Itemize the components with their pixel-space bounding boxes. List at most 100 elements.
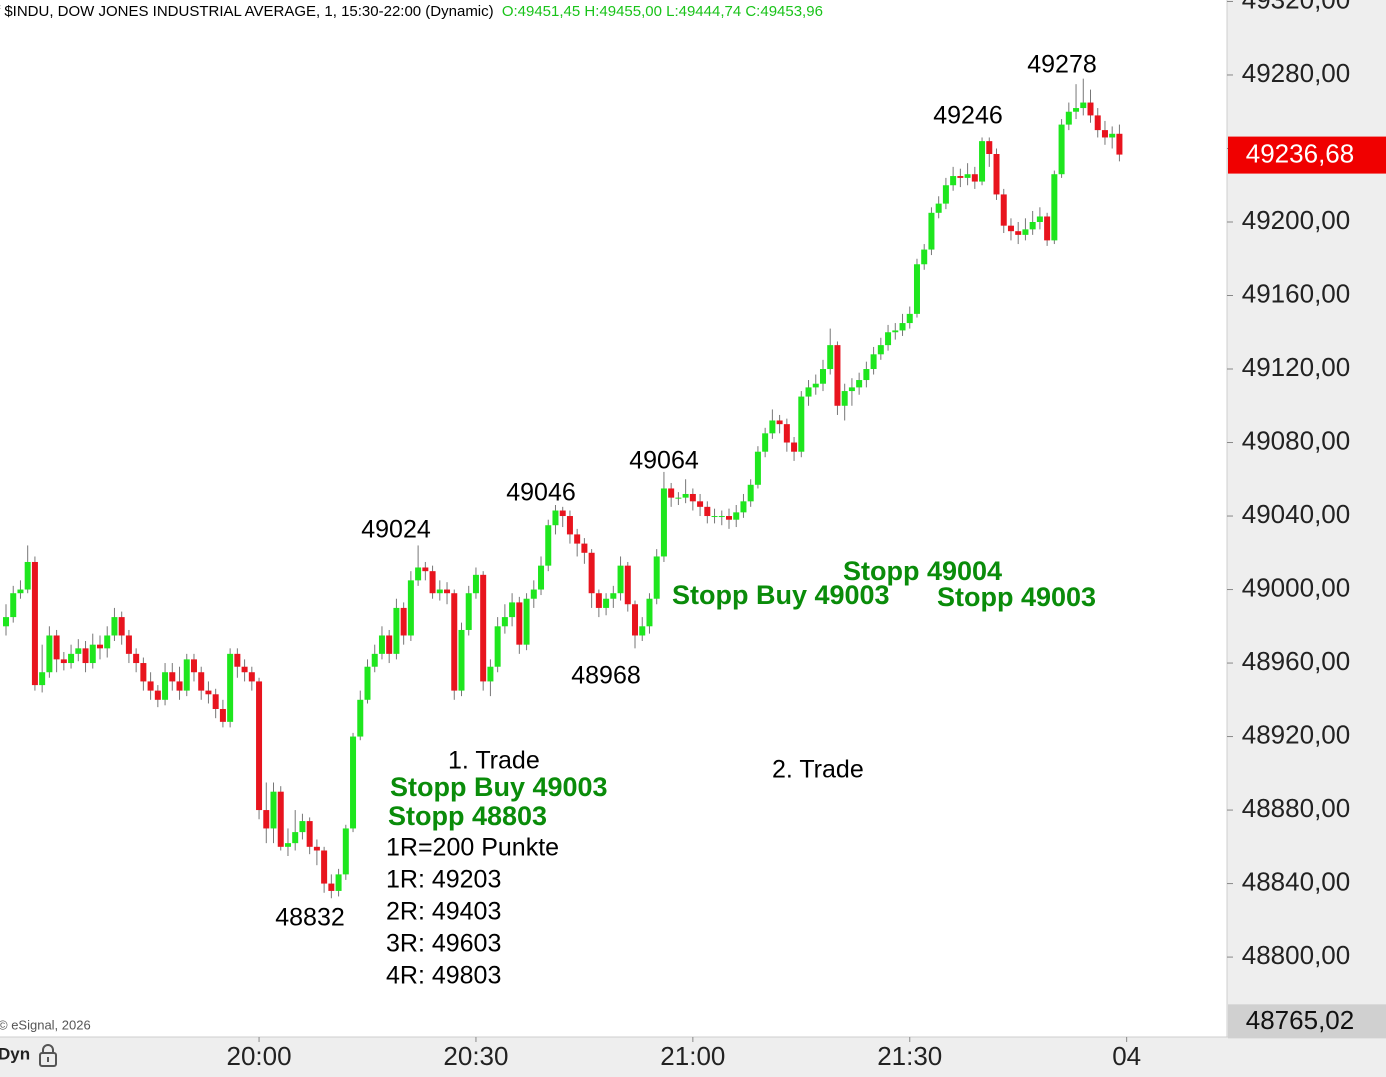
last-price-box — [1228, 136, 1386, 174]
candle-body — [754, 451, 761, 485]
candle-body — [827, 345, 834, 370]
y-tick-label: 49320,00 — [1242, 0, 1350, 14]
y-tick-label: 49120,00 — [1242, 352, 1350, 382]
y-tick-label: 48960,00 — [1242, 646, 1350, 676]
candle-body — [1087, 102, 1094, 116]
candle-body — [617, 565, 624, 594]
annotation: Stopp 49003 — [937, 582, 1096, 612]
candle-body — [704, 506, 711, 517]
annotation: 1R: 49203 — [386, 866, 501, 894]
y-tick-label: 48840,00 — [1242, 866, 1350, 896]
candle-body — [306, 821, 313, 847]
candle-body — [892, 330, 899, 333]
candle-body — [603, 598, 610, 608]
candle-body — [588, 552, 595, 594]
candle-body — [1116, 133, 1123, 155]
y-tick-label: 49040,00 — [1242, 499, 1350, 529]
annotation: 3R: 49603 — [386, 930, 501, 958]
candle-body — [234, 653, 241, 667]
axis-low-label: 48765,02 — [1246, 1005, 1354, 1035]
y-tick-label: 48800,00 — [1242, 940, 1350, 970]
y-tick-label: 48920,00 — [1242, 719, 1350, 749]
candle-body — [31, 561, 38, 686]
candle-body — [190, 659, 197, 673]
mode-label[interactable]: Dyn — [0, 1044, 30, 1063]
point-label: 48968 — [571, 662, 641, 690]
x-tick-label: 21:00 — [660, 1041, 725, 1071]
candle-body — [979, 141, 986, 182]
point-label: 49046 — [506, 479, 576, 507]
candle-body — [3, 617, 9, 627]
candle-body — [472, 574, 479, 594]
candle-body — [733, 512, 740, 520]
lock-hole — [47, 1057, 49, 1062]
candle-body — [921, 249, 928, 265]
candle-body — [162, 672, 169, 700]
candle-body — [444, 589, 451, 594]
candle-body — [870, 354, 877, 370]
candle-body — [60, 659, 67, 664]
candle-body — [75, 648, 82, 654]
candle-body — [740, 501, 747, 513]
candle-body — [205, 690, 212, 695]
candle-body — [393, 607, 400, 654]
candle-body — [133, 653, 140, 664]
candle-body — [46, 635, 53, 673]
candle-body — [697, 501, 704, 507]
candle-body — [812, 383, 819, 388]
candle-body — [538, 565, 545, 590]
annotation: 1R=200 Punkte — [386, 834, 559, 862]
candle-body — [82, 648, 89, 664]
candle-body — [147, 681, 154, 691]
x-axis-panel — [0, 1037, 1386, 1077]
candle-body — [1101, 130, 1108, 138]
point-label: 49024 — [361, 516, 431, 544]
candle-body — [856, 380, 863, 388]
candle-body — [1015, 231, 1022, 235]
candle-body — [726, 516, 732, 520]
candle-body — [957, 176, 964, 178]
candle-body — [256, 681, 263, 811]
candle-body — [125, 635, 132, 654]
candle-body — [176, 681, 183, 691]
candle-body — [516, 602, 523, 645]
candle-body — [1094, 115, 1101, 131]
y-tick-label: 49080,00 — [1242, 425, 1350, 455]
candle-body — [118, 617, 125, 636]
candle-body — [877, 345, 884, 355]
candle-body — [494, 626, 501, 667]
last-price-label: 49236,68 — [1246, 138, 1354, 168]
annotation: 1. Trade — [448, 747, 540, 775]
candle-body — [509, 602, 516, 618]
candle-body — [899, 323, 906, 331]
annotation: 4R: 49803 — [386, 962, 501, 990]
candle-body — [342, 828, 349, 875]
candle-body — [624, 565, 631, 605]
candle-body — [783, 424, 790, 443]
candle-body — [1080, 102, 1087, 109]
candle-body — [1065, 111, 1072, 125]
candle-body — [487, 666, 494, 682]
x-tick-label: 20:30 — [443, 1041, 508, 1071]
candle-body — [689, 493, 696, 502]
candle-body — [422, 567, 429, 572]
candle-body — [212, 694, 219, 709]
candle-body — [198, 672, 205, 691]
candle-body — [1051, 174, 1058, 241]
candle-body — [53, 635, 60, 660]
candle-body — [1029, 221, 1036, 230]
candle-body — [769, 420, 776, 434]
annotation: Stopp Buy 49003 — [672, 580, 890, 610]
candle-body — [241, 666, 248, 673]
candle-body — [96, 644, 103, 649]
lock-icon[interactable] — [39, 1044, 57, 1067]
candle-body — [682, 493, 689, 498]
annotation: 2. Trade — [772, 756, 864, 784]
candle-body — [863, 369, 870, 381]
point-label: 49064 — [629, 447, 699, 475]
candle-body — [68, 653, 75, 664]
candle-body — [39, 672, 46, 686]
copyright: © eSignal, 2026 — [0, 1017, 91, 1032]
candle-body — [429, 571, 436, 594]
